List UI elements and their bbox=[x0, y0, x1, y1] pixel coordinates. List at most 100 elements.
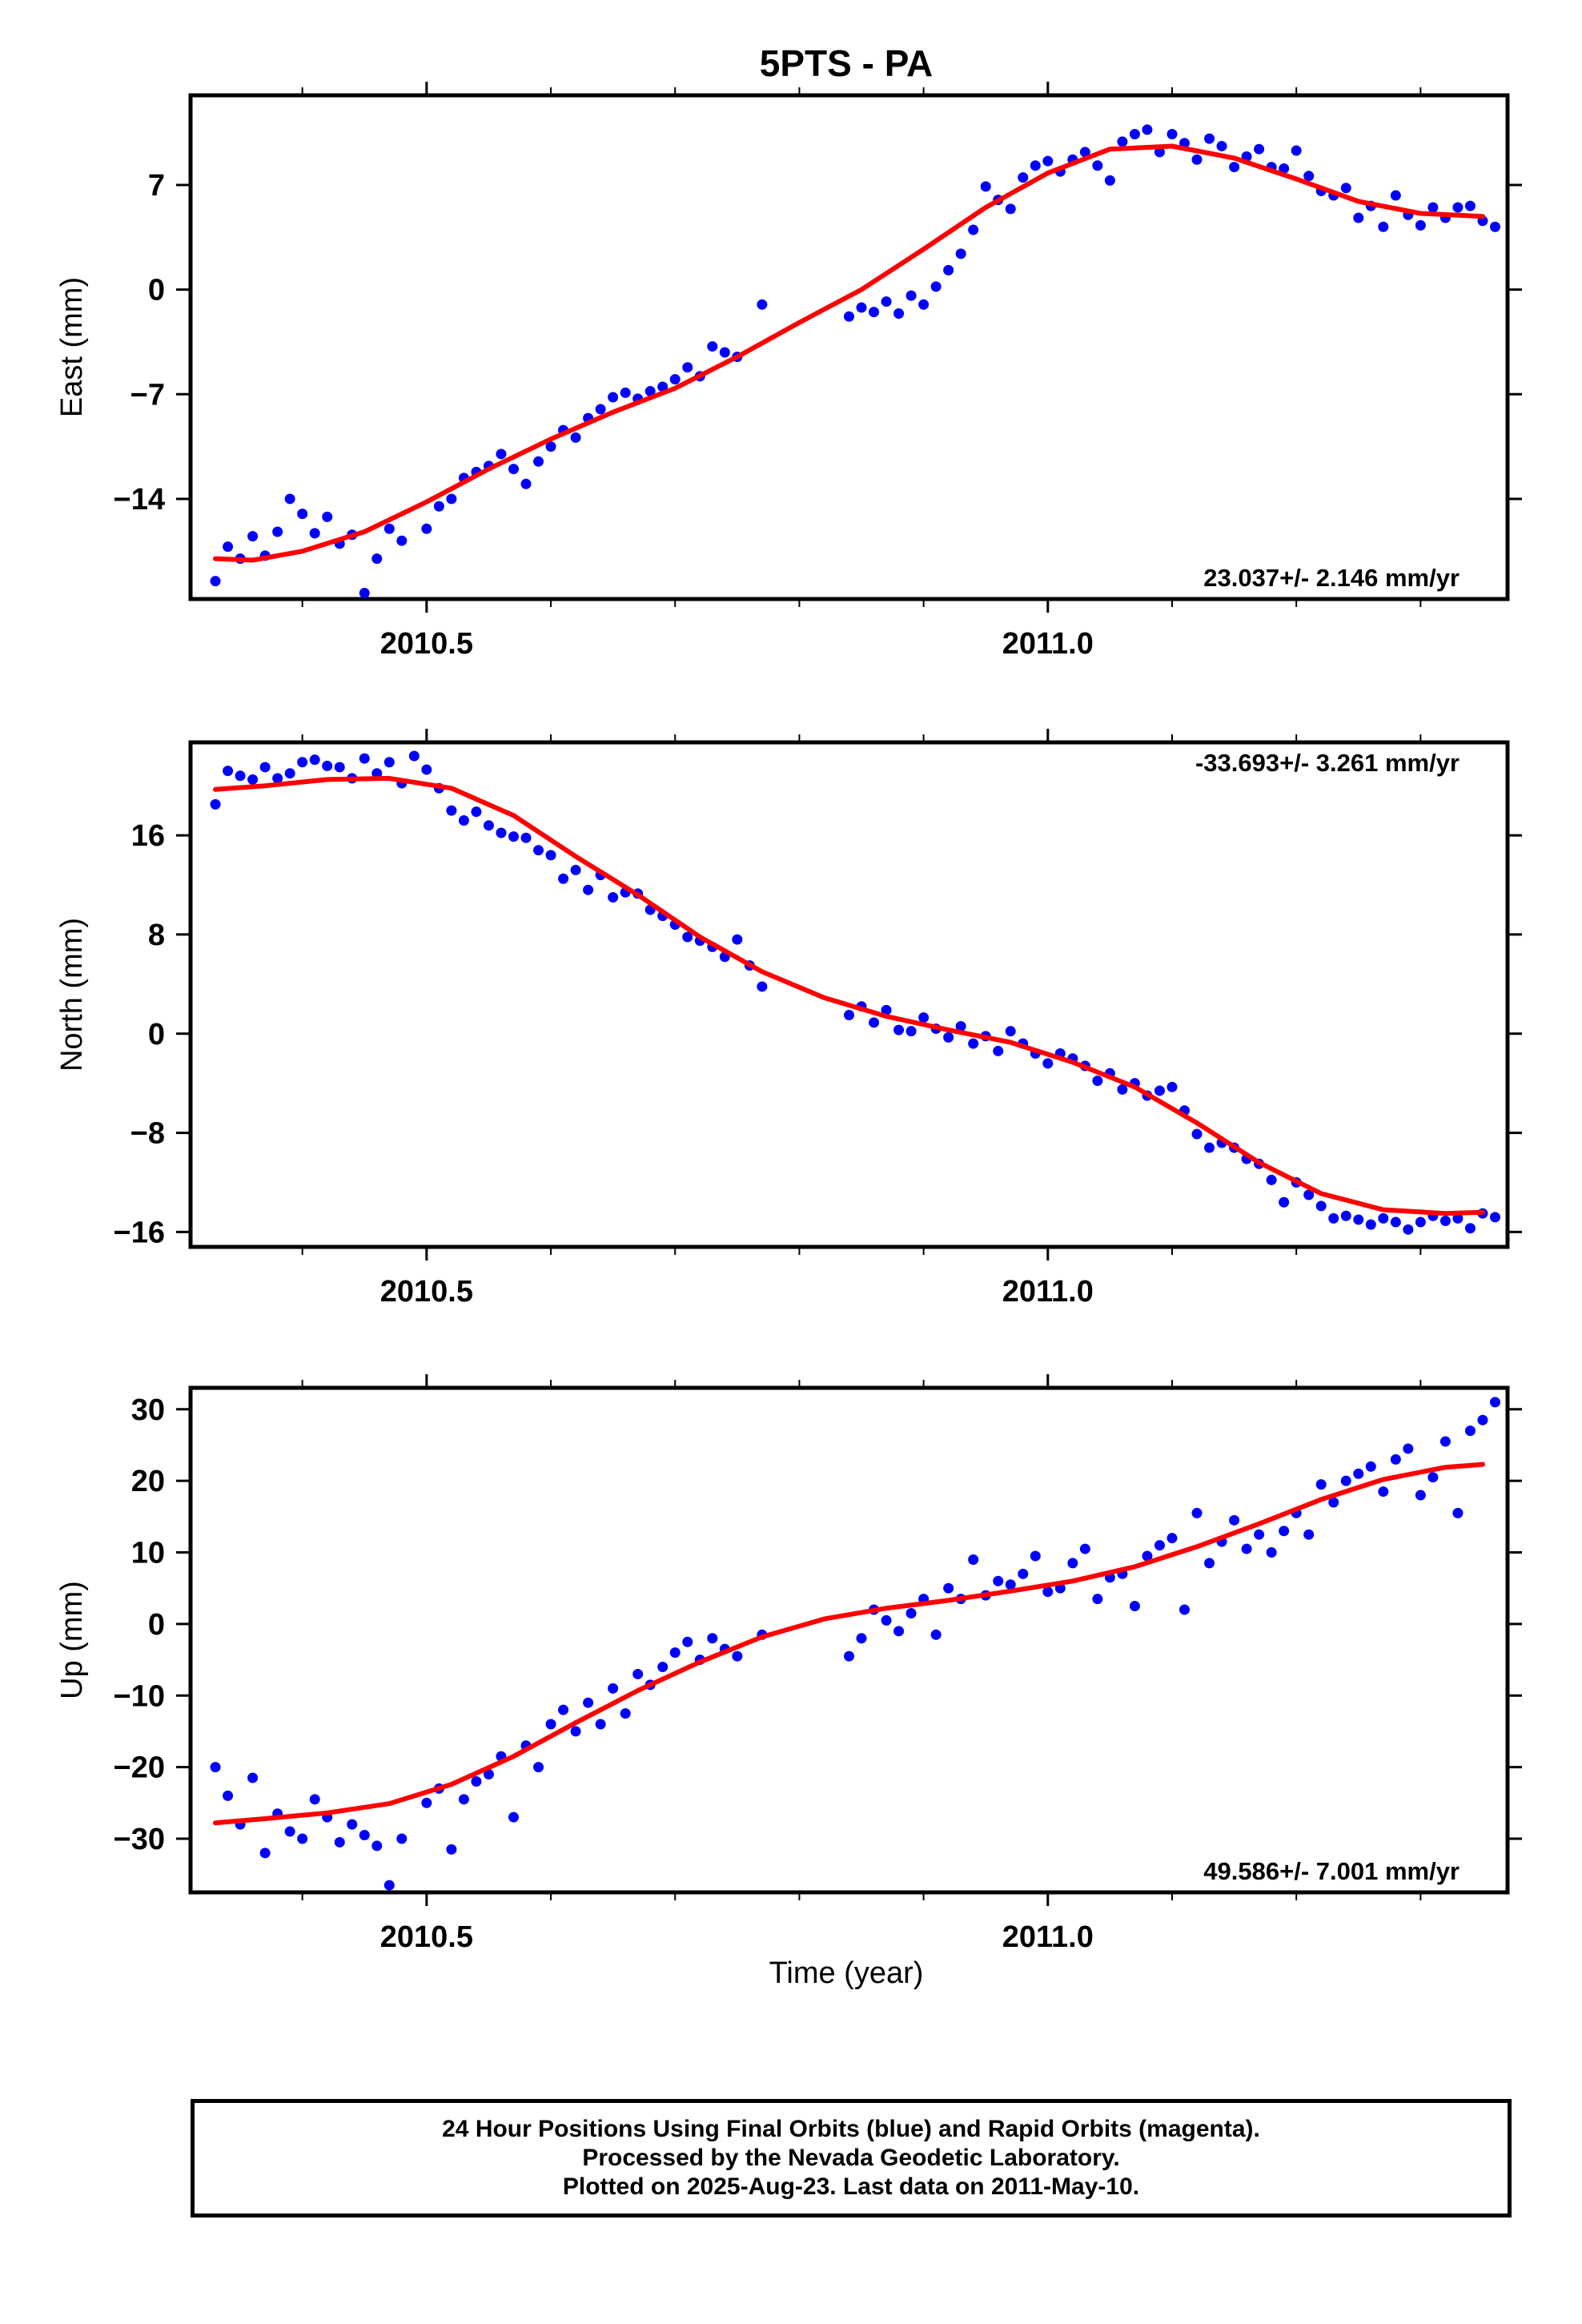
east-data-point bbox=[1464, 200, 1476, 211]
up-y-tick-label: 10 bbox=[131, 1537, 165, 1570]
north-x-tick-label: 2010.5 bbox=[380, 1275, 473, 1309]
north-data-point bbox=[1117, 1084, 1128, 1095]
up-data-point bbox=[1154, 1540, 1165, 1551]
up-data-point bbox=[508, 1811, 519, 1823]
north-data-point bbox=[383, 757, 395, 768]
north-data-point bbox=[757, 981, 768, 992]
east-data-point bbox=[869, 307, 880, 318]
up-data-point bbox=[297, 1833, 308, 1844]
north-data-point bbox=[1315, 1200, 1327, 1212]
north-data-point bbox=[259, 762, 271, 773]
north-y-tick-label: 16 bbox=[131, 819, 165, 853]
up-data-point bbox=[1079, 1543, 1090, 1554]
north-rate-label: -33.693+/- 3.261 mm/yr bbox=[1195, 749, 1460, 777]
up-data-point bbox=[446, 1844, 457, 1855]
east-data-point bbox=[1291, 145, 1302, 156]
up-data-point bbox=[1166, 1533, 1178, 1544]
north-data-point bbox=[1464, 1223, 1476, 1234]
east-data-point bbox=[1229, 162, 1240, 173]
north-data-point bbox=[1092, 1076, 1103, 1087]
up-data-point bbox=[1179, 1604, 1191, 1615]
north-data-point bbox=[371, 768, 383, 779]
north-data-point bbox=[1005, 1026, 1016, 1037]
north-data-point bbox=[272, 773, 283, 784]
up-data-point bbox=[943, 1582, 954, 1594]
up-data-point bbox=[1365, 1461, 1376, 1472]
east-data-point bbox=[955, 248, 966, 259]
east-data-point bbox=[620, 387, 631, 398]
caption-line-1: 24 Hour Positions Using Final Orbits (bl… bbox=[442, 2116, 1260, 2142]
east-data-point bbox=[1191, 154, 1203, 165]
east-data-point bbox=[1117, 136, 1128, 147]
up-data-point bbox=[1191, 1507, 1203, 1518]
east-data-point bbox=[272, 526, 283, 537]
east-data-point bbox=[496, 448, 507, 460]
up-data-point bbox=[284, 1826, 295, 1837]
up-data-point bbox=[881, 1614, 892, 1626]
chart-title: 5PTS - PA bbox=[760, 42, 933, 84]
north-data-point bbox=[918, 1012, 930, 1023]
north-data-point bbox=[570, 864, 581, 875]
east-data-point bbox=[371, 553, 383, 565]
north-model-curve bbox=[213, 775, 1485, 1216]
east-x-tick-label: 2011.0 bbox=[1002, 627, 1094, 661]
up-data-point bbox=[259, 1848, 271, 1859]
north-data-point bbox=[955, 1020, 966, 1031]
up-y-tick-label: −20 bbox=[114, 1751, 165, 1785]
up-plot-frame bbox=[188, 1385, 1510, 1895]
north-data-point bbox=[893, 1024, 905, 1035]
east-data-point bbox=[1489, 221, 1500, 232]
east-data-point bbox=[1005, 203, 1016, 215]
up-data-points bbox=[210, 1397, 1500, 1891]
north-y-tick-label: −16 bbox=[114, 1216, 165, 1249]
up-data-point bbox=[210, 1762, 221, 1773]
east-data-point bbox=[968, 224, 979, 235]
north-data-point bbox=[223, 766, 234, 777]
up-y-axis-label: Up (mm) bbox=[55, 1581, 89, 1699]
east-data-point bbox=[905, 290, 917, 301]
east-data-point bbox=[657, 381, 669, 392]
east-data-point bbox=[1390, 190, 1401, 201]
east-data-point bbox=[297, 509, 308, 520]
north-data-point bbox=[1403, 1224, 1414, 1235]
up-data-point bbox=[1005, 1579, 1016, 1590]
east-data-point bbox=[508, 464, 519, 475]
east-data-point bbox=[210, 576, 221, 587]
north-data-point bbox=[334, 762, 345, 773]
east-data-point bbox=[757, 299, 768, 310]
north-data-point bbox=[869, 1017, 880, 1028]
up-data-point bbox=[347, 1819, 358, 1830]
east-data-point bbox=[520, 478, 532, 489]
east-data-point bbox=[383, 523, 395, 534]
up-data-point bbox=[371, 1840, 383, 1852]
up-data-point bbox=[247, 1772, 259, 1783]
north-data-point bbox=[1353, 1214, 1364, 1225]
north-data-point bbox=[1204, 1142, 1215, 1153]
north-data-point bbox=[508, 831, 519, 842]
up-data-point bbox=[570, 1726, 581, 1737]
up-data-point bbox=[1328, 1497, 1339, 1508]
east-data-point bbox=[918, 299, 930, 310]
up-data-point bbox=[1464, 1425, 1476, 1437]
up-data-point bbox=[1378, 1486, 1389, 1498]
up-data-point bbox=[856, 1633, 867, 1644]
up-data-point bbox=[383, 1880, 395, 1891]
north-data-point bbox=[1452, 1212, 1464, 1224]
east-data-point bbox=[644, 386, 656, 397]
up-data-point bbox=[1390, 1454, 1401, 1465]
north-data-point bbox=[1365, 1219, 1376, 1230]
up-data-point bbox=[1353, 1468, 1364, 1479]
panel-east: 2010.5 2011.0 −14 −7 0 7 East (mm) 23.037+/- 2.… bbox=[55, 82, 1522, 661]
east-data-points bbox=[210, 124, 1500, 599]
north-data-point bbox=[1191, 1128, 1203, 1140]
east-data-point bbox=[1166, 129, 1178, 140]
east-data-point bbox=[881, 296, 892, 308]
east-data-point bbox=[1104, 175, 1115, 186]
up-model-curve bbox=[213, 1462, 1485, 1826]
up-data-point bbox=[632, 1668, 644, 1679]
up-data-point bbox=[1489, 1397, 1500, 1408]
east-data-point bbox=[421, 523, 432, 534]
up-data-point bbox=[1279, 1526, 1290, 1537]
north-y-tick-label: −8 bbox=[130, 1117, 165, 1151]
east-data-point bbox=[595, 404, 606, 415]
